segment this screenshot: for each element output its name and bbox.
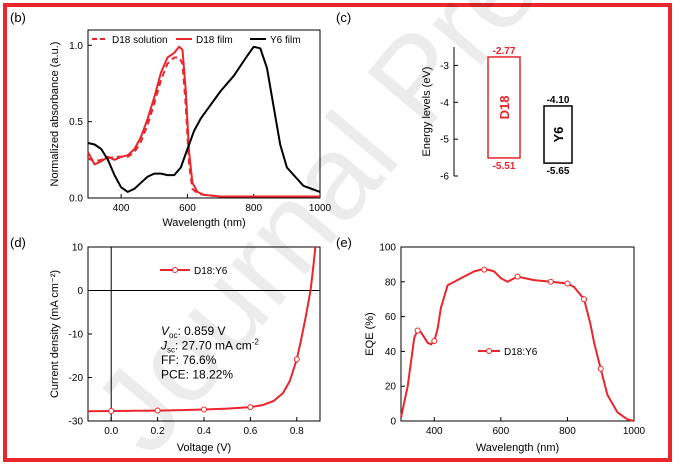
- homo-label: -5.51: [493, 161, 516, 172]
- y-tick-label-d: -10: [69, 330, 84, 341]
- plot-frame-b: [87, 29, 321, 199]
- y-tick-label-c: -5: [440, 135, 449, 146]
- y-tick-label-b: 0.5: [69, 117, 83, 128]
- x-tick-label-d: 0.4: [197, 426, 211, 437]
- y-tick-label-e: 40: [385, 347, 397, 358]
- x-tick-label-e: 400: [426, 426, 443, 437]
- y-tick-label-d: 0: [77, 286, 83, 297]
- x-axis-title-b: Wavelength (nm): [162, 217, 245, 229]
- energy-level-box-d18: [487, 56, 521, 159]
- y-tick-label-d: 10: [72, 243, 84, 254]
- data-point-marker: [564, 280, 571, 287]
- x-tick-label-d: 0.2: [151, 426, 165, 437]
- lumo-label: -2.77: [493, 46, 516, 57]
- stat-annotation: Voc: 0.859 V: [161, 324, 226, 340]
- data-point-marker: [414, 327, 421, 334]
- legend-label: D18 film: [196, 35, 233, 46]
- y-axis-title-d: Current density (mA cm⁻²): [49, 270, 61, 398]
- series-line-d18-y6: [87, 246, 317, 413]
- series-line-d18-y6-eqe: [400, 268, 635, 422]
- y-tick-label-e: 100: [379, 243, 396, 254]
- legend-marker: [172, 267, 178, 273]
- x-tick-label-e: 1000: [623, 426, 646, 437]
- data-point-marker: [481, 266, 488, 273]
- panel-label-e: (e): [336, 235, 352, 250]
- y-tick-label-d: -20: [69, 373, 84, 384]
- x-tick-label-b: 600: [179, 203, 196, 214]
- panel-e: (e) 400 600 800 1000 0 20 40 60 80 100 Wavelength (…: [336, 235, 646, 454]
- x-axis-title-e: Wavelength (nm): [476, 442, 559, 454]
- y-tick-label-e: 0: [390, 417, 396, 428]
- legend-label: Y6 film: [270, 35, 301, 46]
- panel-label-b: (b): [10, 10, 26, 25]
- data-point-marker: [201, 406, 207, 413]
- lumo-label: -4.10: [547, 95, 570, 106]
- data-point-marker: [597, 365, 604, 372]
- material-name-d18: D18: [497, 96, 512, 120]
- x-tick-label-d: 0.6: [243, 426, 257, 437]
- stat-annotation: Jsc: 27.70 mA cm-2: [160, 338, 259, 355]
- x-tick-label-b: 1000: [309, 203, 332, 214]
- y-tick-label-c: -3: [440, 61, 449, 72]
- y-axis-title-c: Energy levels (eV): [421, 67, 433, 157]
- watermark: Journal Pre-proofs: [67, 0, 680, 467]
- data-point-marker: [247, 404, 254, 411]
- legend-label: D18:Y6: [194, 266, 228, 277]
- data-point-marker: [581, 296, 588, 303]
- panel-b: (b) 400 600 800 1000 0.0 0.5 1.0 Wavelength (nm)…: [10, 10, 332, 229]
- y-tick-label-b: 1.0: [69, 41, 83, 52]
- panel-label-c: (c): [336, 10, 351, 25]
- x-axis-title-d: Voltage (V): [177, 442, 231, 454]
- homo-label: -5.65: [547, 166, 570, 177]
- y-tick-label-d: -30: [69, 417, 84, 428]
- x-tick-label-b: 800: [245, 203, 262, 214]
- energy-level-box-y6: [543, 105, 573, 164]
- y-tick-label-e: 20: [385, 382, 397, 393]
- legend-label: D18:Y6: [504, 347, 538, 358]
- data-point-marker: [547, 278, 554, 285]
- plot-frame-e: [400, 246, 635, 422]
- x-tick-label-d: 0.8: [290, 426, 304, 437]
- panel-d: (d) 0.0 0.2 0.4 0.6 0.8 -30 -20 -10 0 10 Voltage (V…: [10, 235, 321, 454]
- y-axis-title-e: EQE (%): [364, 312, 376, 355]
- data-point-marker: [293, 356, 300, 363]
- series-line-y6-film: [87, 45, 321, 193]
- y-tick-label-e: 60: [385, 312, 397, 323]
- x-tick-label-e: 600: [493, 426, 510, 437]
- series-line-d18-solution: [87, 56, 320, 198]
- series-line-d18-film: [87, 45, 320, 198]
- data-point-marker: [154, 407, 161, 414]
- x-tick-label-e: 800: [559, 426, 576, 437]
- data-point-marker: [431, 337, 438, 344]
- material-name-y6: Y6: [551, 127, 566, 143]
- stat-annotation: FF: 76.6%: [161, 353, 217, 367]
- y-tick-label-c: -4: [440, 98, 449, 109]
- y-tick-label-b: 0.0: [69, 194, 83, 205]
- x-tick-label-b: 400: [113, 203, 130, 214]
- data-point-marker: [514, 273, 521, 280]
- legend-marker: [486, 348, 492, 354]
- panel-label-d: (d): [10, 235, 26, 250]
- legend-label: D18 solution: [112, 35, 168, 46]
- y-tick-label-e: 80: [385, 277, 397, 288]
- y-axis-title-b: Normalized absorbance (a.u.): [49, 42, 61, 187]
- panel-c: (c) -3 -4 -5 -6 Energy levels (eV) -2.77 -5.51 D…: [336, 10, 573, 183]
- stat-annotation: PCE: 18.22%: [161, 368, 233, 382]
- x-tick-label-d: 0.0: [104, 426, 118, 437]
- figure-frame: [3, 3, 672, 462]
- y-tick-label-c: -6: [440, 172, 449, 183]
- data-point-marker: [108, 407, 115, 414]
